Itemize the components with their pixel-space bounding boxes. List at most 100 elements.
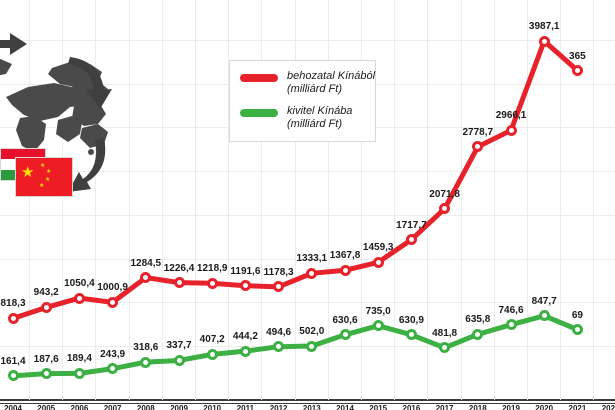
x-axis-tick-label: 2004 (4, 404, 22, 410)
import-data-point[interactable] (273, 281, 285, 293)
import-data-point[interactable] (405, 234, 417, 246)
import-line (10, 38, 580, 321)
china-flag-small-star: ★ (45, 177, 51, 183)
import-data-point[interactable] (40, 301, 52, 313)
import-point-label: 1284,5 (130, 257, 162, 269)
x-axis-tick-label: 2005 (37, 404, 56, 410)
import-data-point[interactable] (339, 264, 351, 276)
x-axis-tick-label: 2006 (70, 404, 89, 410)
import-data-point[interactable] (239, 280, 251, 292)
x-axis-tick-label: 2014 (336, 404, 354, 410)
export-point-label: 847,7 (531, 295, 557, 307)
chart-legend: behozatal Kínából (milliárd Ft) kivitel … (229, 60, 376, 142)
export-point-label: 502,0 (299, 326, 325, 338)
export-line (10, 313, 580, 379)
export-data-point[interactable] (239, 345, 251, 357)
import-data-point[interactable] (505, 124, 517, 136)
export-data-point[interactable] (571, 324, 583, 336)
export-data-point[interactable] (40, 368, 52, 380)
import-data-point[interactable] (306, 267, 318, 279)
export-point-label: 630,9 (398, 314, 424, 326)
import-data-point[interactable] (571, 65, 583, 77)
x-axis-tick-label: 2013 (302, 404, 321, 410)
export-data-point[interactable] (206, 348, 218, 360)
legend-swatch-import (240, 74, 278, 82)
export-data-point[interactable] (273, 341, 285, 353)
import-point-label: 1218,9 (196, 263, 228, 275)
x-axis-tick-label: 2012 (269, 404, 288, 410)
x-axis-tick-label: 2015 (369, 404, 388, 410)
export-data-point[interactable] (339, 329, 351, 341)
import-data-point[interactable] (372, 256, 384, 268)
export-point-label: 735,0 (365, 305, 391, 317)
x-axis-tick-label: 2008 (136, 404, 155, 410)
export-point-label: 407,2 (199, 334, 225, 346)
export-point-label: 444,2 (232, 331, 258, 343)
import-point-label: 2071,8 (429, 188, 460, 200)
export-data-point[interactable] (505, 319, 517, 331)
export-point-label: 630,6 (332, 314, 358, 326)
export-point-label: 746,6 (498, 304, 524, 316)
x-axis-tick-label: 2007 (103, 404, 122, 410)
x-axis-tick-label: 2011 (236, 404, 255, 410)
export-point-label: 187,6 (33, 353, 59, 365)
import-point-label: 1367,8 (329, 250, 361, 262)
export-point-label: 318,6 (133, 342, 159, 354)
import-point-label: 2966,1 (495, 110, 527, 122)
export-data-point[interactable] (472, 328, 484, 340)
import-point-label: 818,3 (0, 298, 26, 310)
import-data-point[interactable] (439, 203, 451, 215)
import-point-label: 365 (569, 50, 586, 62)
x-axis-tick-label: 2017 (435, 404, 454, 410)
import-point-label: 1191,6 (230, 265, 261, 277)
export-point-label: 635,8 (465, 314, 491, 326)
export-point-label: 494,6 (266, 326, 292, 338)
export-point-label: 161,4 (0, 355, 26, 367)
legend-unit-import: (milliárd Ft) (287, 83, 342, 95)
legend-unit-export: (milliárd Ft) (287, 118, 342, 130)
export-data-point[interactable] (173, 354, 185, 366)
export-data-point[interactable] (372, 320, 384, 332)
import-data-point[interactable] (206, 277, 218, 289)
export-data-point[interactable] (306, 340, 318, 352)
import-point-label: 1459,3 (362, 242, 394, 254)
import-data-point[interactable] (73, 292, 85, 304)
export-point-label: 337,7 (166, 340, 192, 352)
x-axis-tick-label: 2020 (535, 404, 554, 410)
export-data-point[interactable] (405, 329, 417, 341)
export-data-point[interactable] (73, 367, 85, 379)
import-point-label: 1226,4 (163, 262, 195, 274)
x-axis-tick-label: 2010 (203, 404, 222, 410)
export-point-label: 69 (571, 309, 583, 321)
import-data-point[interactable] (7, 312, 19, 324)
export-data-point[interactable] (439, 342, 451, 354)
china-flag: ★ ★ ★ ★ ★ (15, 157, 73, 197)
import-point-label: 943,2 (33, 287, 59, 299)
x-axis-tick-label: 2018 (468, 404, 487, 410)
import-data-point[interactable] (538, 35, 550, 47)
x-axis-tick-label: 2016 (402, 404, 421, 410)
import-data-point[interactable] (472, 141, 484, 153)
export-data-point[interactable] (7, 370, 19, 382)
legend-swatch-export (240, 109, 278, 117)
import-point-label: 1717,7 (396, 219, 427, 231)
export-point-label: 189,4 (66, 353, 92, 365)
legend-item-export: kivitel Kínába (milliárd Ft) (240, 105, 365, 131)
import-point-label: 1050,4 (64, 278, 95, 290)
import-data-point[interactable] (140, 272, 152, 284)
export-point-label: 481,8 (432, 327, 458, 339)
x-axis-tick-label: 2022 (601, 404, 615, 410)
export-data-point[interactable] (140, 356, 152, 368)
china-flag-big-star: ★ (21, 164, 35, 181)
export-data-point[interactable] (107, 363, 119, 375)
world-map-illustration (0, 2, 122, 204)
import-point-label: 1000,9 (97, 282, 128, 294)
import-data-point[interactable] (107, 296, 119, 308)
legend-label-export: kivitel Kínába (287, 105, 353, 117)
world-map-icon (0, 33, 112, 192)
export-data-point[interactable] (538, 310, 550, 322)
import-data-point[interactable] (173, 277, 185, 289)
legend-label-import: behozatal Kínából (287, 70, 376, 82)
